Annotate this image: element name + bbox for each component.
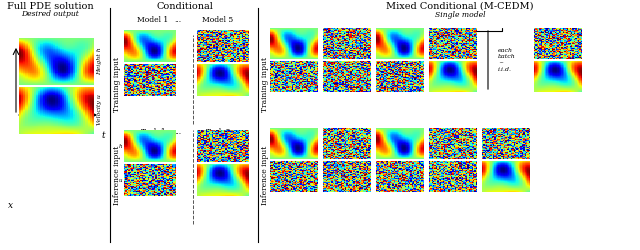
Text: ?: ? <box>397 171 403 181</box>
Text: Conditional: Conditional <box>157 2 213 11</box>
Text: Height h: Height h <box>97 47 102 75</box>
Text: Task 1: Task 1 <box>141 128 165 136</box>
Text: Task 1: Task 1 <box>282 130 307 138</box>
Text: Single model: Single model <box>435 11 485 19</box>
Text: ?: ? <box>344 138 350 148</box>
Text: ?: ? <box>291 171 297 181</box>
Text: Task 5: Task 5 <box>493 130 518 138</box>
Text: Task 2: Task 2 <box>335 130 359 138</box>
Text: Full PDE solution: Full PDE solution <box>6 2 93 11</box>
Text: Training input: Training input <box>261 58 269 112</box>
Text: Desired output: Desired output <box>21 10 79 18</box>
Text: Inference input: Inference input <box>113 146 121 204</box>
Text: ...: ... <box>175 128 182 136</box>
Text: Velocity u: Velocity u <box>97 94 102 126</box>
Text: ?: ? <box>450 171 456 181</box>
Text: ?: ? <box>220 141 227 151</box>
Text: u: u <box>118 178 122 182</box>
Text: Task 5: Task 5 <box>205 128 230 136</box>
Text: ...: ... <box>175 16 182 24</box>
Text: ?: ? <box>503 138 509 148</box>
Text: Model 1: Model 1 <box>138 16 168 24</box>
Text: ?: ? <box>220 175 227 185</box>
Text: x: x <box>8 200 13 209</box>
Text: each
batch
~
i.i.d.: each batch ~ i.i.d. <box>498 48 516 72</box>
Text: ?: ? <box>450 138 456 148</box>
Text: ?: ? <box>147 175 153 185</box>
Text: t: t <box>101 130 105 140</box>
Text: Model 5: Model 5 <box>202 16 234 24</box>
Text: Mixed Conditional (M-CEDM): Mixed Conditional (M-CEDM) <box>387 2 534 11</box>
Text: Training input: Training input <box>113 58 121 112</box>
Text: Task 3: Task 3 <box>388 130 412 138</box>
Text: Inference input: Inference input <box>261 146 269 204</box>
Text: h: h <box>118 144 122 148</box>
Text: Task 4: Task 4 <box>441 130 465 138</box>
